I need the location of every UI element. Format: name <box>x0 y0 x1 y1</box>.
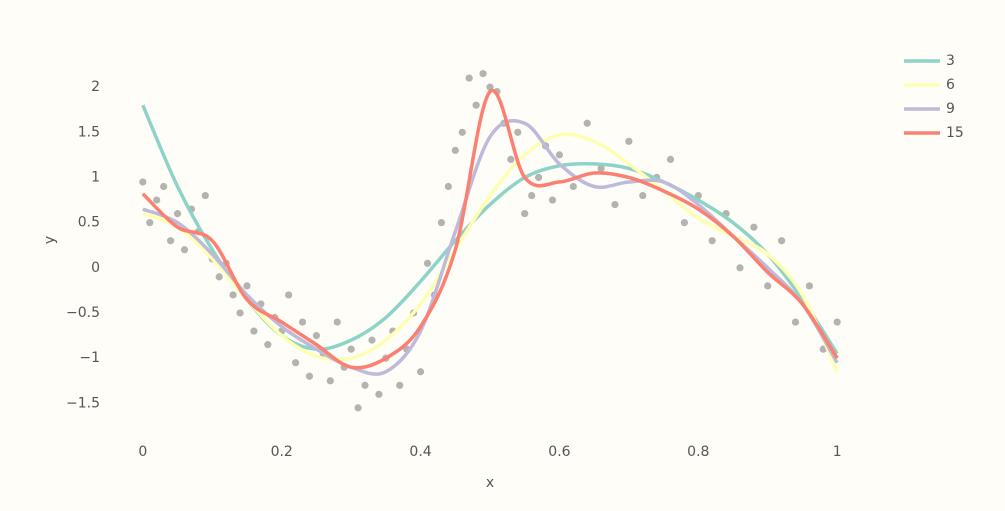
y-tick-label: 1.5 <box>78 124 100 140</box>
data-point <box>680 219 689 227</box>
data-point <box>229 291 237 299</box>
data-point <box>451 146 459 154</box>
data-point <box>333 318 341 326</box>
data-point <box>326 377 334 385</box>
data-point <box>423 259 432 267</box>
y-tick-label: −0.5 <box>66 305 100 321</box>
data-point <box>514 128 522 136</box>
x-axis-title: x <box>486 475 494 491</box>
x-tick-label: 0.6 <box>548 444 570 460</box>
y-tick-label: −1.5 <box>66 395 100 411</box>
x-tick-label: 0 <box>138 444 147 460</box>
data-point <box>173 210 182 218</box>
data-point <box>528 191 536 200</box>
data-point <box>791 318 800 326</box>
legend-label: 15 <box>946 125 964 141</box>
data-point <box>666 155 675 163</box>
data-point <box>215 273 223 281</box>
data-point <box>312 332 321 340</box>
x-tick-label: 0.8 <box>687 444 709 460</box>
data-point <box>160 182 168 191</box>
data-point <box>479 69 487 78</box>
y-tick-label: 1 <box>91 169 100 185</box>
data-point <box>285 291 293 299</box>
data-point <box>264 341 272 349</box>
y-axis-title: y <box>42 236 58 244</box>
data-point <box>583 119 591 127</box>
x-tick-label: 0.4 <box>409 444 431 460</box>
data-point <box>298 318 307 326</box>
data-point <box>153 196 161 204</box>
data-point <box>535 173 543 182</box>
data-point <box>291 359 300 367</box>
data-point <box>243 282 251 290</box>
data-point <box>236 309 244 317</box>
data-point <box>305 372 314 380</box>
data-point <box>180 246 189 254</box>
data-point <box>167 237 175 245</box>
data-point <box>750 223 758 231</box>
data-point <box>639 191 647 200</box>
y-tick-label: 2 <box>91 79 100 95</box>
data-point <box>201 191 209 200</box>
data-point <box>778 237 786 245</box>
data-point <box>805 282 813 290</box>
data-point <box>764 282 772 290</box>
data-point <box>146 219 154 227</box>
legend-label: 6 <box>946 77 955 93</box>
data-point <box>708 237 716 245</box>
data-point <box>625 137 633 145</box>
data-point <box>396 381 404 389</box>
data-point <box>833 318 841 326</box>
legend-label: 3 <box>946 53 955 69</box>
data-point <box>250 327 258 335</box>
data-point <box>347 345 355 353</box>
legend-label: 9 <box>946 101 955 117</box>
data-point <box>361 381 369 389</box>
data-point <box>458 128 466 136</box>
data-point <box>368 336 376 344</box>
data-point <box>444 182 452 191</box>
data-point <box>139 178 147 186</box>
x-tick-label: 0.2 <box>271 444 293 460</box>
data-point <box>736 264 744 272</box>
data-point <box>611 200 619 209</box>
data-point <box>437 219 445 227</box>
data-point <box>416 368 425 376</box>
data-point <box>465 74 473 82</box>
fit-line <box>141 88 839 370</box>
data-point <box>548 196 557 204</box>
data-point <box>507 155 515 163</box>
data-point <box>597 164 605 173</box>
data-point <box>472 101 480 109</box>
data-point <box>375 390 383 398</box>
data-point <box>555 151 564 159</box>
y-tick-label: 0 <box>91 260 100 276</box>
y-tick-label: −1 <box>79 350 100 366</box>
data-point <box>521 210 529 218</box>
x-tick-label: 1 <box>833 444 842 460</box>
data-point <box>354 404 362 412</box>
y-tick-label: 0.5 <box>78 215 100 231</box>
data-point <box>569 182 577 191</box>
